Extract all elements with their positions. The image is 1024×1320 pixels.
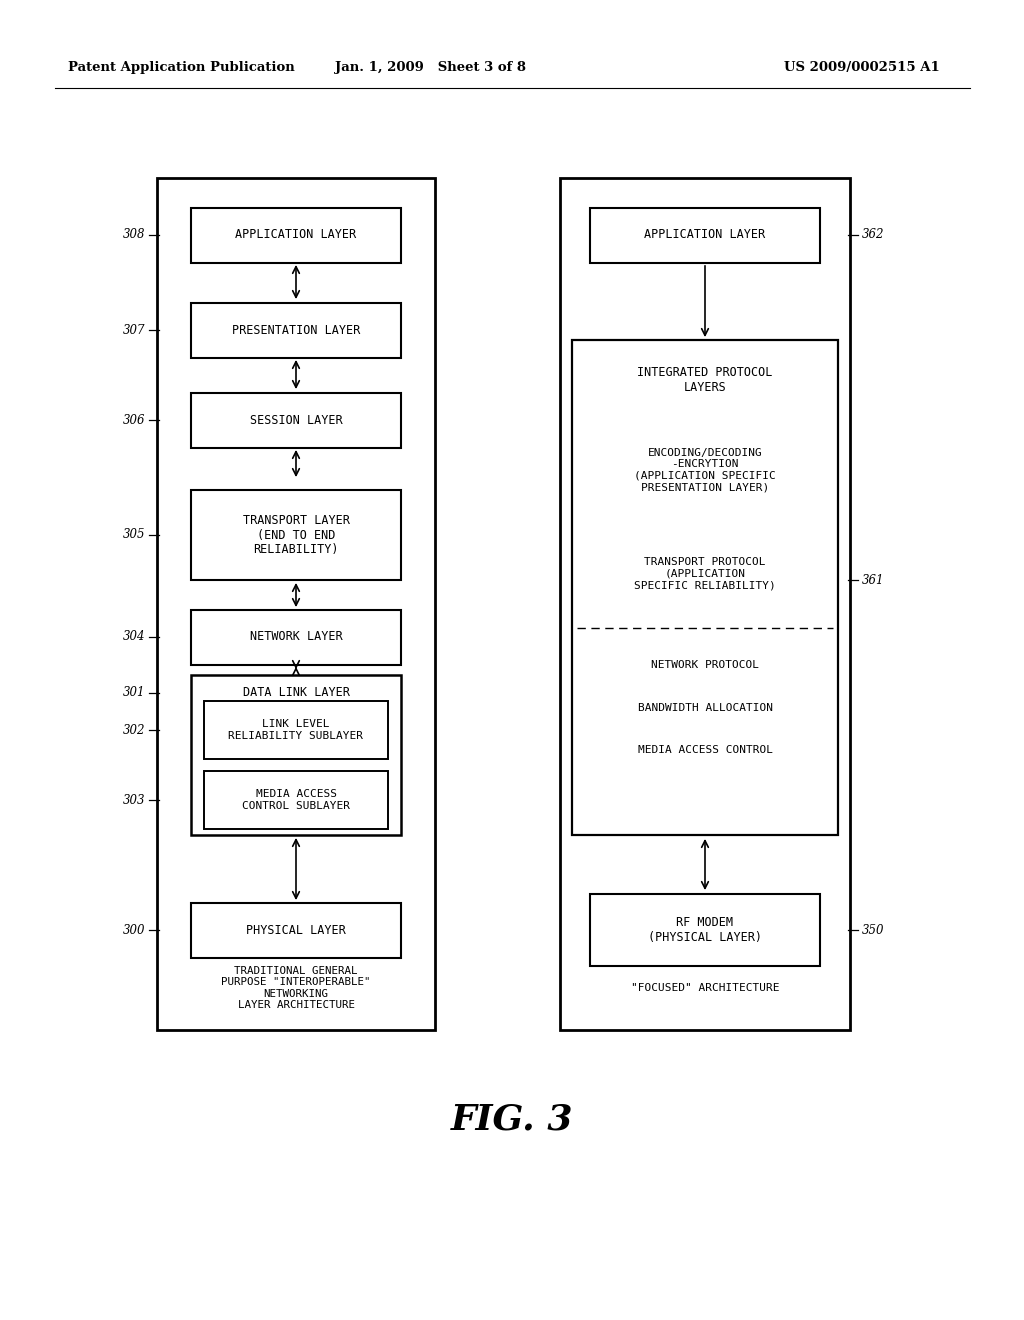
Bar: [191, 392, 401, 447]
Text: NETWORK LAYER: NETWORK LAYER: [250, 631, 342, 644]
Bar: [590, 894, 820, 966]
Text: DATA LINK LAYER: DATA LINK LAYER: [243, 686, 349, 700]
Bar: [204, 771, 388, 829]
Text: FIG. 3: FIG. 3: [451, 1104, 573, 1137]
Text: Patent Application Publication: Patent Application Publication: [68, 62, 295, 74]
Text: PRESENTATION LAYER: PRESENTATION LAYER: [231, 323, 360, 337]
Bar: [191, 610, 401, 664]
Bar: [572, 341, 838, 836]
Bar: [191, 302, 401, 358]
Text: BANDWIDTH ALLOCATION: BANDWIDTH ALLOCATION: [638, 704, 772, 713]
Bar: [590, 207, 820, 263]
Text: TRANSPORT PROTOCOL
(APPLICATION
SPECIFIC RELIABILITY): TRANSPORT PROTOCOL (APPLICATION SPECIFIC…: [634, 557, 776, 590]
Text: 303: 303: [123, 793, 145, 807]
Bar: [191, 903, 401, 957]
Text: APPLICATION LAYER: APPLICATION LAYER: [236, 228, 356, 242]
Text: 302: 302: [123, 723, 145, 737]
Text: US 2009/0002515 A1: US 2009/0002515 A1: [784, 62, 940, 74]
Text: 307: 307: [123, 323, 145, 337]
Text: APPLICATION LAYER: APPLICATION LAYER: [644, 228, 766, 242]
Text: 308: 308: [123, 228, 145, 242]
Text: MEDIA ACCESS
CONTROL SUBLAYER: MEDIA ACCESS CONTROL SUBLAYER: [242, 789, 350, 810]
Text: Jan. 1, 2009   Sheet 3 of 8: Jan. 1, 2009 Sheet 3 of 8: [335, 62, 525, 74]
Text: 300: 300: [123, 924, 145, 936]
Text: LINK LEVEL
RELIABILITY SUBLAYER: LINK LEVEL RELIABILITY SUBLAYER: [228, 719, 364, 741]
Text: 301: 301: [123, 686, 145, 700]
Text: 361: 361: [862, 573, 885, 586]
Text: ENCODING/DECODING
-ENCRYTION
(APPLICATION SPECIFIC
PRESENTATION LAYER): ENCODING/DECODING -ENCRYTION (APPLICATIO…: [634, 447, 776, 492]
Text: 350: 350: [862, 924, 885, 936]
Text: 306: 306: [123, 413, 145, 426]
Bar: [191, 490, 401, 579]
Text: INTEGRATED PROTOCOL
LAYERS: INTEGRATED PROTOCOL LAYERS: [637, 366, 773, 393]
Bar: [560, 178, 850, 1030]
Text: 362: 362: [862, 228, 885, 242]
Text: PHYSICAL LAYER: PHYSICAL LAYER: [246, 924, 346, 936]
Text: SESSION LAYER: SESSION LAYER: [250, 413, 342, 426]
Text: NETWORK PROTOCOL: NETWORK PROTOCOL: [651, 660, 759, 671]
Bar: [204, 701, 388, 759]
Text: RF MODEM
(PHYSICAL LAYER): RF MODEM (PHYSICAL LAYER): [648, 916, 762, 944]
Text: TRANSPORT LAYER
(END TO END
RELIABILITY): TRANSPORT LAYER (END TO END RELIABILITY): [243, 513, 349, 557]
Text: TRADITIONAL GENERAL
PURPOSE "INTEROPERABLE"
NETWORKING
LAYER ARCHITECTURE: TRADITIONAL GENERAL PURPOSE "INTEROPERAB…: [221, 966, 371, 1010]
Text: 304: 304: [123, 631, 145, 644]
Bar: [191, 675, 401, 836]
Text: 305: 305: [123, 528, 145, 541]
Text: MEDIA ACCESS CONTROL: MEDIA ACCESS CONTROL: [638, 744, 772, 755]
Text: "FOCUSED" ARCHITECTURE: "FOCUSED" ARCHITECTURE: [631, 983, 779, 993]
Bar: [191, 207, 401, 263]
Bar: [157, 178, 435, 1030]
